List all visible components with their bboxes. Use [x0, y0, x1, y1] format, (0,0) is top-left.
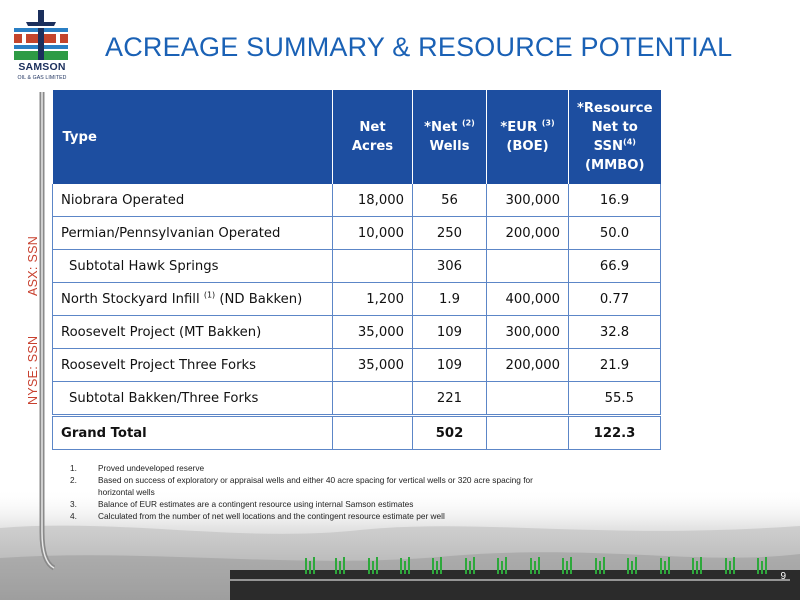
row-eur [486, 249, 569, 283]
row-wells: 250 [412, 216, 487, 250]
row-wells: 109 [412, 315, 487, 349]
row-type: Permian/Pennsylvanian Operated [52, 216, 333, 250]
row-type: Roosevelt Project Three Forks [52, 348, 333, 382]
header-type: Type [52, 90, 333, 184]
row-resource: 21.9 [568, 348, 661, 382]
footnote-item: 3. Balance of EUR estimates are a conting… [70, 499, 414, 509]
row-type: Subtotal Bakken/Three Forks [52, 381, 333, 416]
grand-total-row: Grand Total 502 122.3 [52, 414, 661, 450]
row-wells: 109 [412, 348, 487, 382]
row-acres [332, 381, 413, 416]
footnote-item: 2. Based on success of exploratory or app… [70, 475, 533, 497]
table-row: Roosevelt Project Three Forks 35,000 109… [52, 348, 661, 382]
row-acres: 1,200 [332, 282, 413, 316]
row-eur: 300,000 [486, 315, 569, 349]
page-title: ACREAGE SUMMARY & RESOURCE POTENTIAL [105, 32, 733, 62]
row-eur: 400,000 [486, 282, 569, 316]
header-net-wells: *Net (2) Wells [412, 90, 487, 184]
header-eur: *EUR (3) (BOE) [486, 90, 569, 184]
row-resource: 16.9 [568, 184, 661, 217]
logo-name: SAMSON [18, 61, 66, 73]
row-wells: 1.9 [412, 282, 487, 316]
row-type: Roosevelt Project (MT Bakken) [52, 315, 333, 349]
row-resource: 50.0 [568, 216, 661, 250]
nyse-ticker-label: NYSE: SSN [26, 335, 40, 405]
row-type: North Stockyard Infill (1) (ND Bakken) [52, 282, 333, 316]
row-wells: 221 [412, 381, 487, 416]
row-resource: 66.9 [568, 249, 661, 283]
ground-illustration [0, 488, 800, 600]
acreage-summary-table: Type Net Acres *Net (2) Wells *EUR (3) (BO… [52, 90, 661, 450]
table-header-row: Type Net Acres *Net (2) Wells *EUR (3) (BO… [52, 90, 661, 184]
row-acres [332, 249, 413, 283]
samson-logo [14, 10, 68, 60]
footnote-item: 1. Proved undeveloped reserve [70, 463, 205, 473]
grand-total-eur [486, 414, 569, 450]
row-wells: 56 [412, 184, 487, 217]
table-row: North Stockyard Infill (1) (ND Bakken) 1… [52, 282, 661, 316]
header-net-acres: Net Acres [332, 90, 413, 184]
table-row: Niobrara Operated 18,000 56 300,000 16.9 [52, 184, 661, 217]
row-wells: 306 [412, 249, 487, 283]
header-resource: *Resource Net to SSN(4) (MMBO) [568, 90, 661, 184]
row-eur: 200,000 [486, 216, 569, 250]
asx-ticker-label: ASX: SSN [26, 235, 40, 296]
row-type: Niobrara Operated [52, 184, 333, 217]
footnote-item: 4. Calculated from the number of net well… [70, 511, 445, 521]
row-acres: 35,000 [332, 315, 413, 349]
table-row: Permian/Pennsylvanian Operated 10,000 25… [52, 216, 661, 250]
footnotes: 1. Proved undeveloped reserve 2. Based on … [70, 462, 560, 522]
grand-total-label: Grand Total [52, 414, 333, 450]
row-eur [486, 381, 569, 416]
row-type: Subtotal Hawk Springs [52, 249, 333, 283]
grand-total-resource: 122.3 [568, 414, 661, 450]
subtotal-row: Subtotal Hawk Springs 306 66.9 [52, 249, 661, 283]
row-resource: 32.8 [568, 315, 661, 349]
row-resource: 55.5 [568, 381, 661, 416]
grand-total-wells: 502 [412, 414, 487, 450]
row-eur: 200,000 [486, 348, 569, 382]
grand-total-acres [332, 414, 413, 450]
row-resource: 0.77 [568, 282, 661, 316]
table-row: Roosevelt Project (MT Bakken) 35,000 109… [52, 315, 661, 349]
logo-subtitle: OIL & GAS LIMITED [17, 75, 67, 81]
row-eur: 300,000 [486, 184, 569, 217]
row-acres: 35,000 [332, 348, 413, 382]
row-acres: 18,000 [332, 184, 413, 217]
page-number: 9 [780, 571, 786, 582]
row-acres: 10,000 [332, 216, 413, 250]
wellbore-pipe [34, 92, 56, 572]
subtotal-row: Subtotal Bakken/Three Forks 221 55.5 [52, 381, 661, 416]
